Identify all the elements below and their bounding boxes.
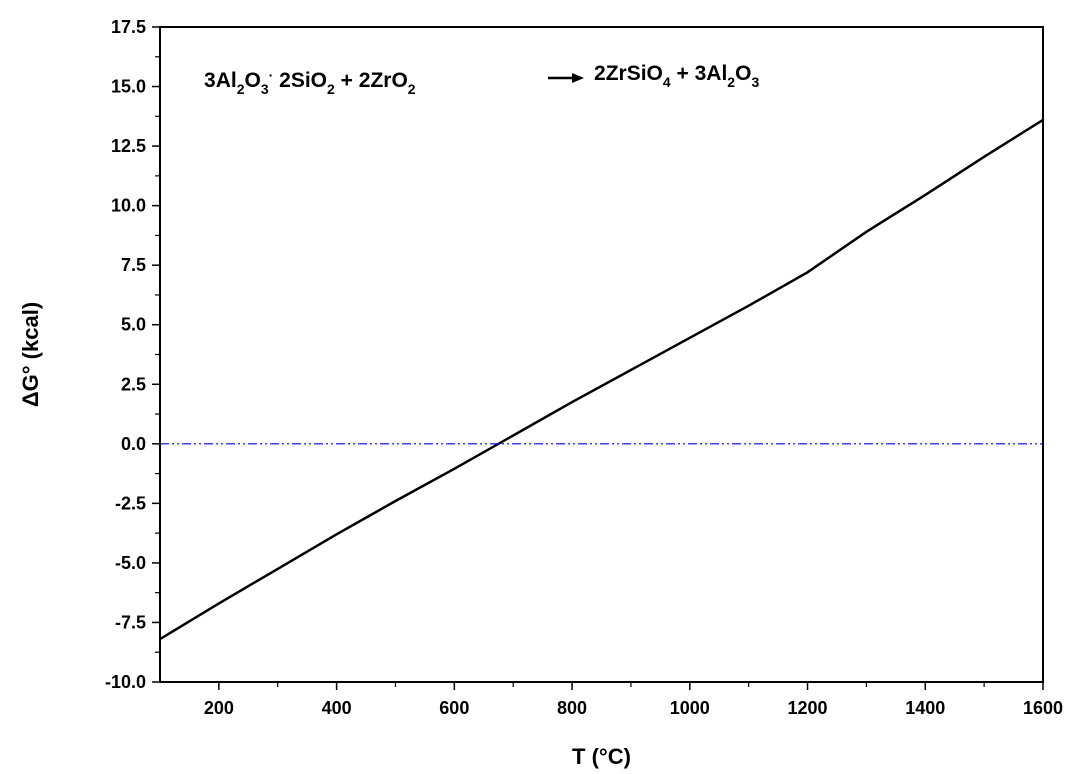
y-tick-label: 17.5 bbox=[111, 17, 146, 37]
series-layer bbox=[159, 118, 1044, 641]
equation-reactants: 3Al2O3· 2SiO2 + 2ZrO2 bbox=[204, 67, 416, 97]
minor-ticks bbox=[155, 56, 985, 687]
x-tick-label: 1600 bbox=[1023, 698, 1063, 718]
y-tick-label: 15.0 bbox=[111, 77, 146, 97]
plot-frame bbox=[159, 26, 1044, 683]
reaction-equation: 3Al2O3· 2SiO2 + 2ZrO2 2ZrSiO4 + 3Al2O3 bbox=[204, 62, 759, 97]
x-tick-labels: 200 400 600 800 1000 1200 1400 1600 bbox=[204, 698, 1063, 718]
x-tick-label: 600 bbox=[439, 698, 469, 718]
reaction-arrow-icon bbox=[548, 73, 584, 83]
y-axis-title: ΔG° (kcal) bbox=[18, 302, 43, 407]
y-tick-label: -7.5 bbox=[115, 612, 146, 632]
x-tick-label: 800 bbox=[557, 698, 587, 718]
x-axis-title: T (°C) bbox=[572, 744, 631, 769]
y-tick-label: -5.0 bbox=[115, 553, 146, 573]
equation-products: 2ZrSiO4 + 3Al2O3 bbox=[594, 62, 759, 90]
x-tick-label: 1000 bbox=[670, 698, 710, 718]
x-tick-label: 400 bbox=[322, 698, 352, 718]
y-tick-label: 10.0 bbox=[111, 196, 146, 216]
y-tick-label: 0.0 bbox=[121, 434, 146, 454]
y-tick-label: -2.5 bbox=[115, 493, 146, 513]
x-tick-label: 1400 bbox=[905, 698, 945, 718]
y-tick-label: -10.0 bbox=[105, 672, 146, 692]
series-line-1 bbox=[159, 118, 1044, 641]
y-tick-label: 2.5 bbox=[121, 374, 146, 394]
x-tick-label: 1200 bbox=[788, 698, 828, 718]
x-tick-label: 200 bbox=[204, 698, 234, 718]
y-tick-labels: -10.0 -7.5 -5.0 -2.5 0.0 2.5 5.0 7.5 10.0 12.5 15.… bbox=[105, 17, 146, 692]
y-tick-label: 7.5 bbox=[121, 255, 146, 275]
y-tick-label: 5.0 bbox=[121, 315, 146, 335]
major-ticks bbox=[152, 26, 1044, 690]
y-tick-label: 12.5 bbox=[111, 136, 146, 156]
